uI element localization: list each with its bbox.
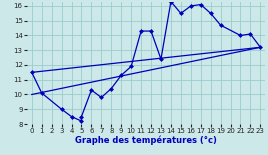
X-axis label: Graphe des températures (°c): Graphe des températures (°c) <box>75 136 217 145</box>
